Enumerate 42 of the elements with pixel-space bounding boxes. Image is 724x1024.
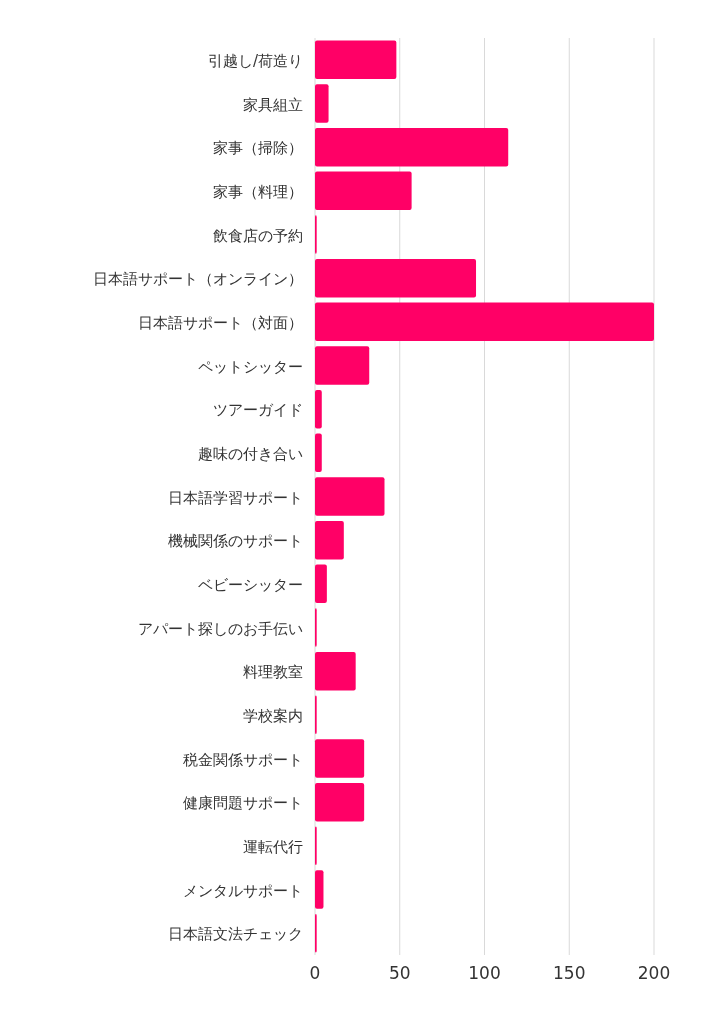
y-tick-label: 飲食店の予約	[213, 226, 303, 245]
bar	[315, 40, 397, 80]
y-tick-label: 家事（掃除）	[213, 139, 303, 158]
x-tick-label: 100	[468, 963, 501, 983]
x-tick-label: 50	[388, 963, 411, 983]
y-tick-label: アパート探しのお手伝い	[138, 619, 303, 638]
bar	[315, 127, 509, 167]
bar	[315, 782, 365, 822]
y-tick-label: 趣味の付き合い	[198, 444, 303, 463]
bar	[315, 739, 365, 778]
y-tick-label: 機械関係のサポート	[168, 532, 303, 551]
bar	[315, 171, 412, 211]
y-tick-label: 家具組立	[243, 95, 303, 114]
y-tick-label: 日本語サポート（対面）	[138, 313, 303, 332]
bar	[315, 477, 385, 516]
bar	[315, 651, 356, 691]
bar	[315, 346, 370, 385]
y-tick-label: 運転代行	[243, 837, 303, 856]
y-tick-label: 日本語文法チェック	[168, 925, 303, 944]
x-tick-label: 200	[637, 963, 671, 983]
y-tick-label: 引越し/荷造り	[207, 51, 303, 70]
bar	[315, 84, 329, 123]
y-tick-label: 学校案内	[243, 706, 303, 725]
y-tick-label: 税金関係サポート	[183, 750, 303, 769]
bar	[315, 870, 324, 909]
x-tick-label: 150	[553, 963, 586, 983]
bar	[315, 433, 322, 473]
bar	[315, 564, 327, 604]
x-tick-label: 0	[309, 963, 321, 983]
bar	[315, 520, 344, 560]
y-tick-label: 健康問題サポート	[183, 794, 303, 813]
y-tick-label: ベビーシッター	[198, 575, 303, 594]
bar	[315, 389, 322, 429]
bar	[315, 302, 654, 342]
bar	[315, 258, 477, 298]
y-tick-label: ツアーガイド	[213, 401, 303, 420]
y-tick-label: 日本語学習サポート	[168, 488, 303, 507]
y-tick-label: ペットシッター	[198, 357, 303, 376]
y-tick-label: 料理教室	[243, 663, 303, 682]
y-tick-label: 家事（料理）	[213, 182, 303, 201]
y-tick-label: 日本語サポート（オンライン）	[93, 270, 303, 289]
y-tick-label: メンタルサポート	[183, 881, 303, 900]
